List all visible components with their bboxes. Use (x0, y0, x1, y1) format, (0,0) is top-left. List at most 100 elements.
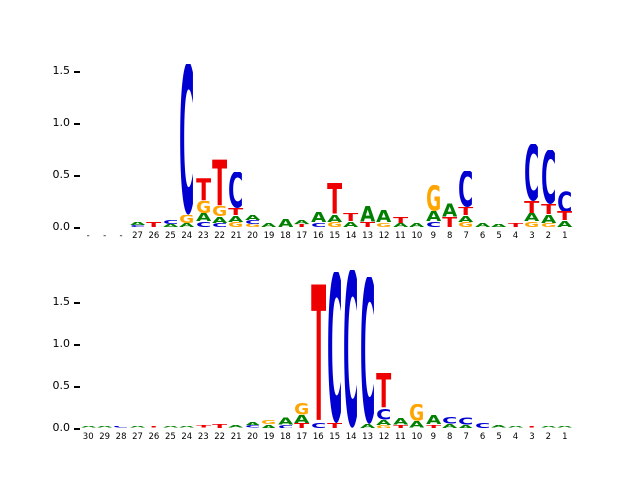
svg-text:A: A (179, 223, 194, 227)
svg-text:A: A (442, 424, 457, 428)
logo-letter-G: G (196, 201, 211, 213)
x-tick-label: 9 (430, 231, 437, 241)
x-tick-label: 8 (447, 432, 453, 442)
svg-text:T: T (212, 159, 227, 206)
svg-text:A: A (541, 215, 556, 223)
svg-text:A: A (81, 426, 96, 428)
svg-text:C: C (278, 425, 293, 428)
logo-letter-T: T (541, 204, 556, 214)
y-tick-mark (74, 227, 80, 229)
logo-letter-A: A (245, 215, 260, 220)
svg-text:A: A (163, 426, 178, 428)
svg-text:C: C (360, 277, 375, 424)
x-tick-label: 12 (378, 432, 390, 442)
logo-letter-G: G (409, 404, 424, 421)
x-tick-label: 12 (378, 231, 390, 241)
svg-text:C: C (459, 417, 474, 425)
y-tick-mark (74, 302, 80, 304)
x-tick-label: - (103, 231, 107, 241)
logo-letter-T: T (343, 213, 359, 221)
x-tick-label: 7 (463, 231, 469, 241)
svg-text:A: A (311, 212, 326, 222)
x-tick-label: 4 (512, 432, 519, 442)
x-tick-label: 30 (82, 432, 94, 442)
logo-letter-A: A (557, 221, 572, 227)
logo-letter-A: A (228, 216, 244, 222)
svg-text:C: C (442, 417, 457, 424)
logo-letter-A: A (524, 213, 539, 221)
svg-text:T: T (442, 217, 457, 227)
x-tick-label: 22 (214, 231, 226, 241)
x-tick-label: 10 (411, 432, 423, 442)
logo-letter-A: A (376, 420, 391, 425)
svg-text:C: C (311, 223, 326, 227)
x-tick-label: 2 (545, 432, 552, 442)
logo-letter-C: C (442, 417, 457, 424)
logo-letter-C: C (245, 425, 260, 428)
logo-letter-T: T (508, 223, 523, 227)
logo-letter-A: A (278, 219, 293, 227)
svg-text:C: C (163, 220, 178, 224)
svg-text:T: T (459, 207, 474, 215)
logo-letter-C: C (475, 423, 490, 428)
logo-letter-T: T (146, 222, 161, 227)
logo-letter-A: A (541, 426, 556, 428)
logo-letter-A: A (475, 223, 490, 227)
svg-text:A: A (245, 215, 260, 220)
logo-letter-T: T (524, 426, 539, 428)
svg-text:A: A (130, 426, 145, 428)
x-tick-label: 17 (296, 432, 308, 442)
svg-text:T: T (344, 213, 359, 221)
logo-letter-C: C (130, 225, 145, 227)
logo-letter-T: T (442, 217, 457, 227)
svg-text:G: G (179, 215, 194, 223)
x-tick-label: 14 (345, 432, 357, 442)
svg-text:A: A (426, 415, 441, 424)
svg-text:T: T (426, 425, 441, 428)
x-tick-label: 25 (164, 432, 176, 442)
logo-letter-C: C (541, 150, 556, 204)
logo-letter-G: G (426, 185, 441, 211)
x-tick-label: 9 (430, 432, 437, 442)
logo-letter-T: T (393, 217, 408, 223)
svg-text:A: A (541, 426, 556, 428)
svg-text:A: A (229, 425, 244, 428)
logo-letter-T: T (327, 423, 342, 428)
svg-text:T: T (508, 223, 523, 227)
logo-letter-C: C (311, 223, 326, 227)
y-tick-mark (74, 386, 80, 388)
svg-text:A: A (344, 222, 359, 227)
logo-letter-A: A (442, 424, 457, 428)
logo-letter-A: A (508, 426, 523, 428)
logo-letter-C: C (196, 222, 211, 227)
svg-text:A: A (179, 426, 194, 428)
x-tick-label: 2 (545, 231, 552, 241)
svg-text:A: A (393, 418, 408, 425)
x-tick-label: 3 (529, 231, 535, 241)
logo-letter-A: A (179, 426, 194, 428)
logo-letter-G: G (376, 223, 391, 227)
svg-text:A: A (278, 417, 293, 425)
svg-text:C: C (245, 425, 260, 428)
svg-text:A: A (409, 223, 424, 227)
svg-text:G: G (459, 222, 474, 227)
svg-text:C: C (426, 222, 441, 227)
logo-letter-T: T (146, 426, 161, 428)
logo-letter-G: G (524, 222, 539, 227)
svg-text:A: A (426, 211, 441, 221)
svg-text:T: T (229, 208, 244, 215)
logo-letter-T: T (294, 423, 309, 428)
x-tick-label: 6 (479, 231, 486, 241)
x-tick-label: 18 (279, 432, 291, 442)
svg-text:G: G (426, 185, 441, 211)
logo-letter-C: C (343, 270, 359, 428)
svg-text:A: A (459, 216, 474, 222)
svg-text:G: G (327, 222, 342, 227)
logo-letter-A: A (343, 222, 359, 227)
x-tick-label: 16 (312, 231, 324, 241)
svg-text:T: T (196, 178, 211, 201)
y-tick-label: 1.5 (52, 295, 71, 308)
logo-letter-T: T (458, 207, 474, 215)
